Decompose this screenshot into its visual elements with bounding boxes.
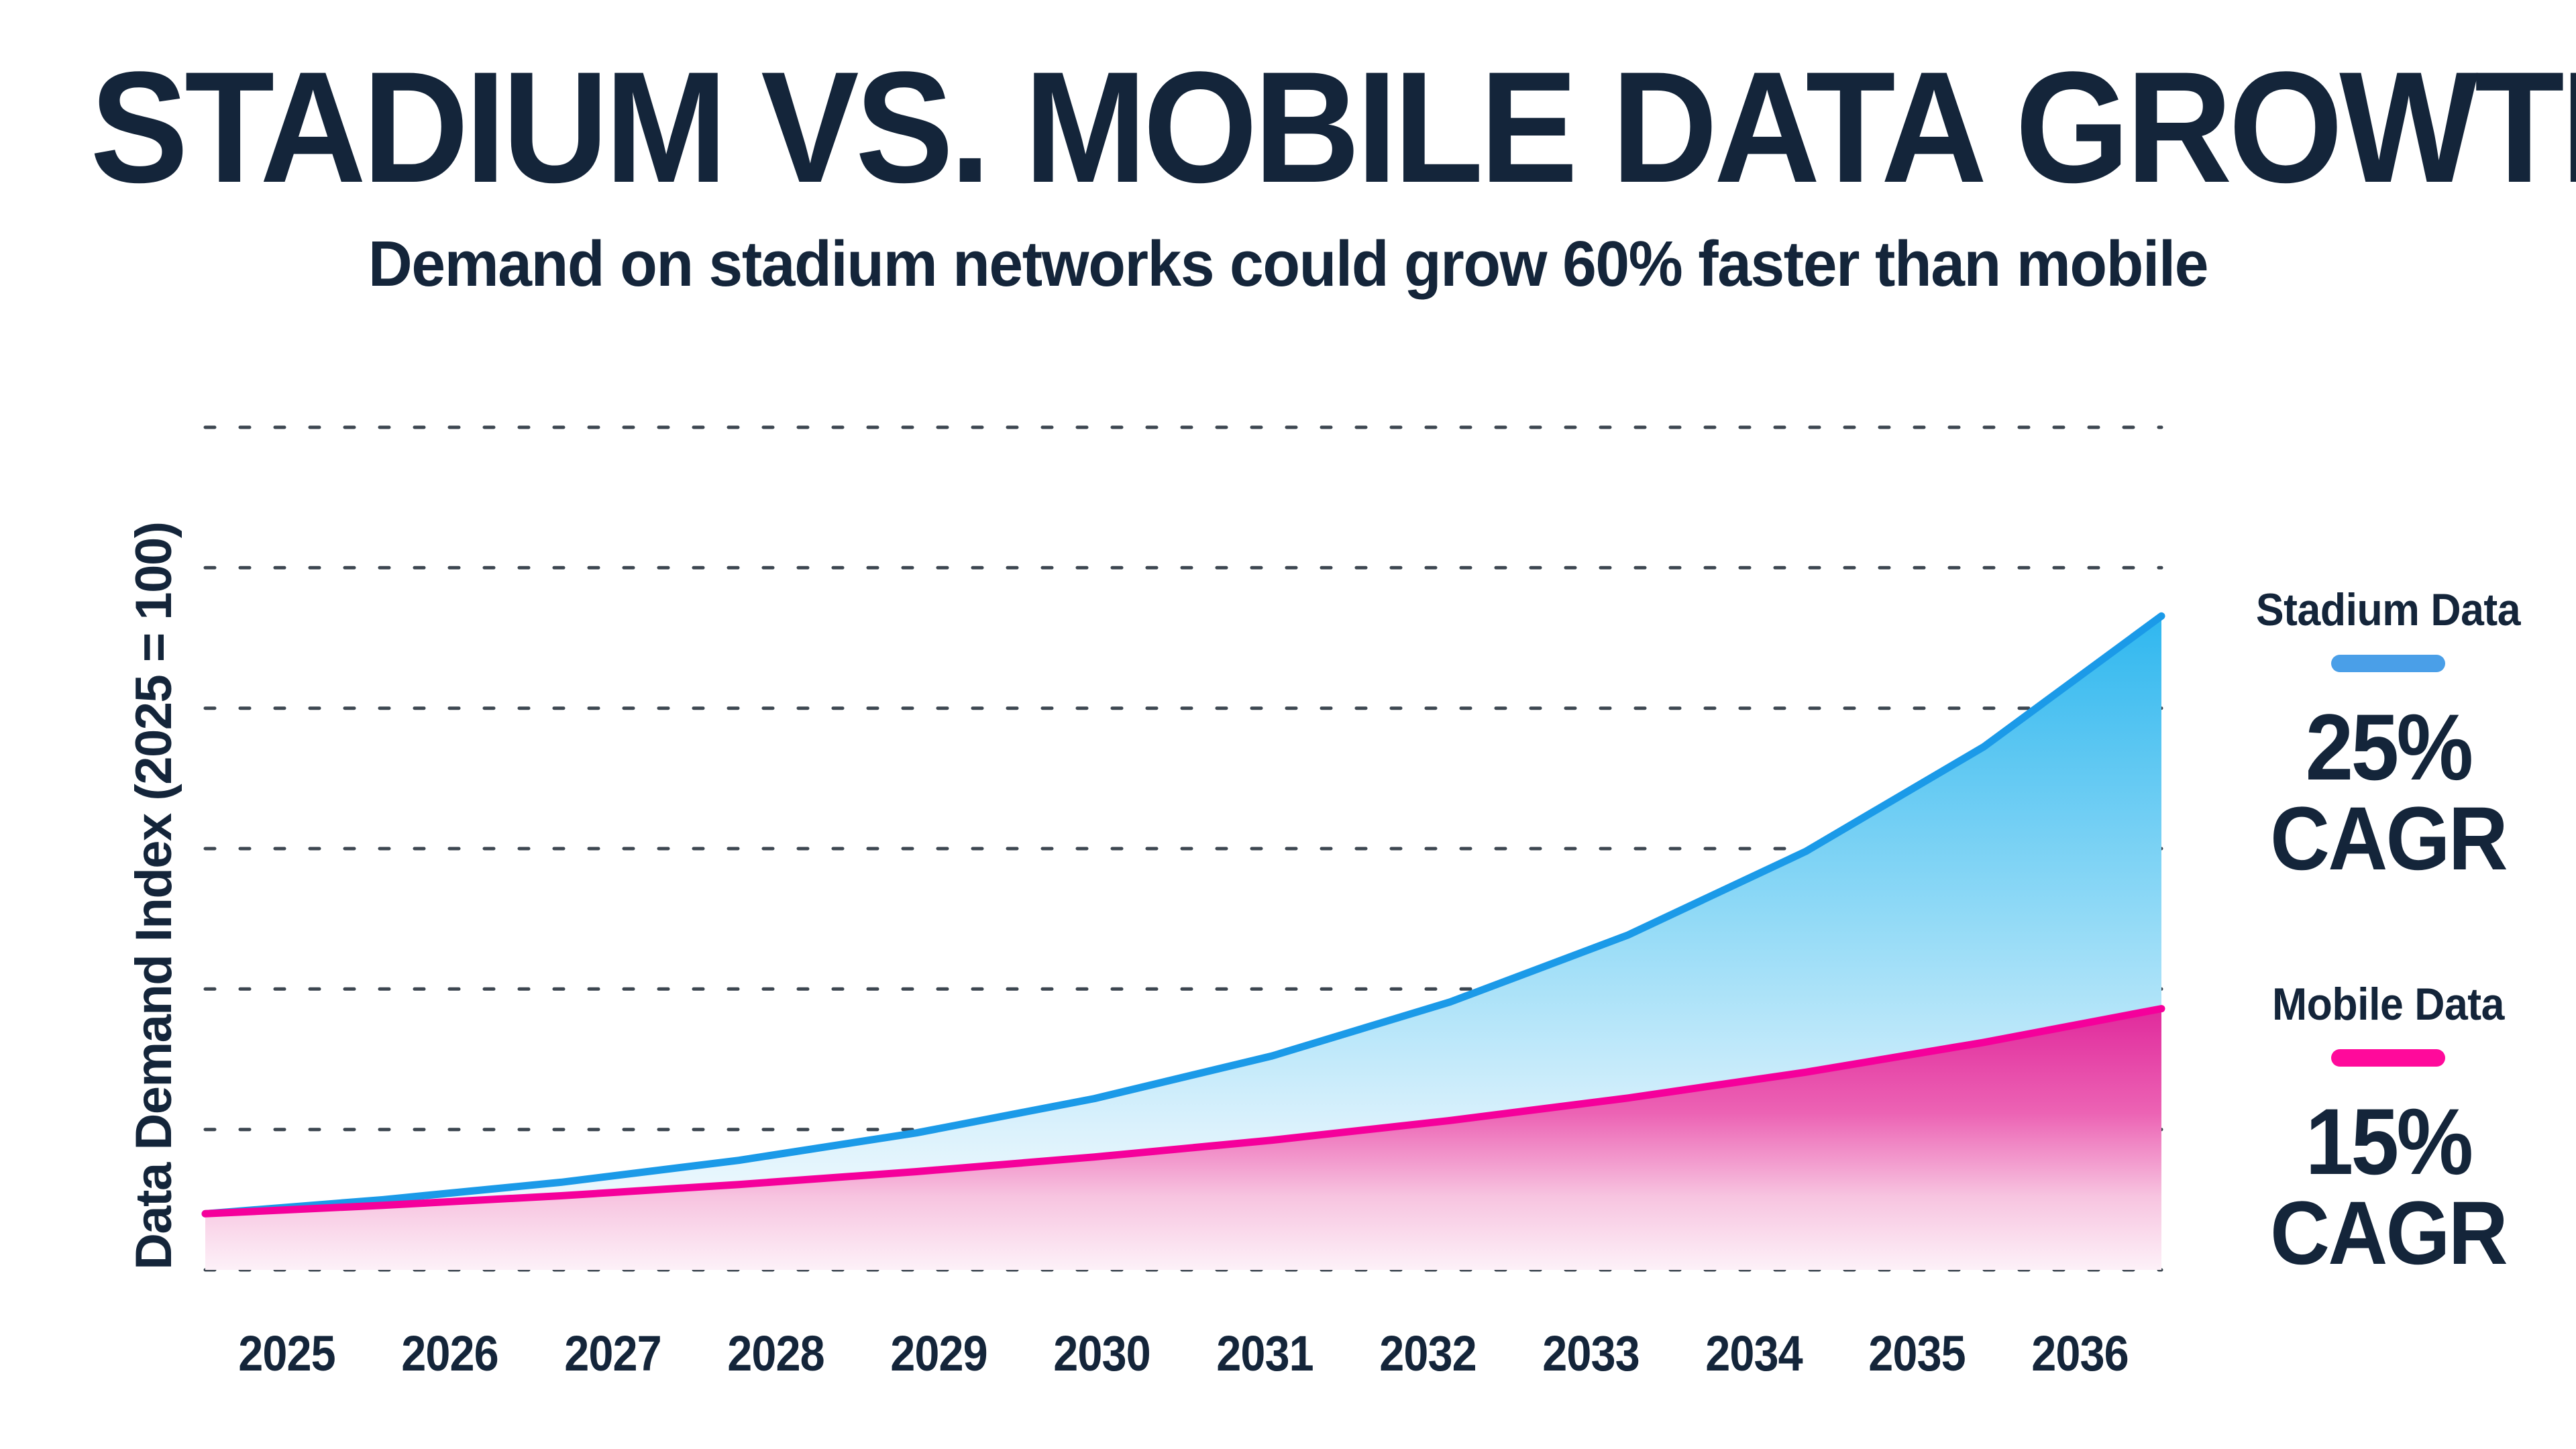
x-tick-2032: 2032: [1379, 1326, 1477, 1381]
legend-label-mobile-data: Mobile Data: [2271, 979, 2505, 1030]
stadium-line: [201, 612, 2165, 1218]
mobile-area-fill: [205, 1008, 2161, 1270]
legend-swatch-mobile-data: [2331, 1049, 2445, 1067]
x-tick-2028: 2028: [727, 1326, 824, 1381]
x-tick-2029: 2029: [890, 1326, 987, 1381]
legend-unit-stadium-cagr: CAGR: [2270, 789, 2508, 889]
legend-value-stadium-cagr: 25%: [2305, 694, 2473, 800]
series-mobile-data: [201, 1005, 2165, 1270]
x-tick-2033: 2033: [1542, 1326, 1640, 1381]
x-tick-2035: 2035: [1868, 1326, 1966, 1381]
x-tick-2026: 2026: [401, 1326, 498, 1381]
legend-label-stadium-data: Stadium Data: [2255, 584, 2521, 635]
page-subtitle: Demand on stadium networks could grow 60…: [368, 228, 2209, 301]
x-tick-2030: 2030: [1053, 1326, 1150, 1381]
x-tick-2036: 2036: [2031, 1326, 2129, 1381]
legend-unit-mobile-cagr: CAGR: [2270, 1183, 2508, 1283]
legend-item-mobile-data[interactable]: Mobile Data 15% CAGR: [2214, 978, 2563, 1279]
legend-item-stadium-data[interactable]: Stadium Data 25% CAGR: [2214, 584, 2563, 884]
x-tick-2031: 2031: [1216, 1326, 1313, 1381]
page-title: STADIUM VS. MOBILE DATA GROWTH: [90, 39, 2576, 216]
legend: Stadium Data 25% CAGR Mobile Data 15% CA…: [2214, 584, 2563, 1279]
x-tick-2034: 2034: [1705, 1326, 1803, 1381]
legend-value-mobile-cagr: 15%: [2305, 1089, 2473, 1194]
mobile-line: [201, 1005, 2165, 1218]
x-tick-2027: 2027: [564, 1326, 661, 1381]
header: STADIUM VS. MOBILE DATA GROWTH Demand on…: [0, 0, 2576, 297]
legend-swatch-stadium-data: [2331, 655, 2445, 672]
x-axis-labels: 2025 2026 2027 2028 2029 2030 2031 2032 …: [205, 1325, 2161, 1382]
x-tick-2025: 2025: [238, 1326, 335, 1381]
